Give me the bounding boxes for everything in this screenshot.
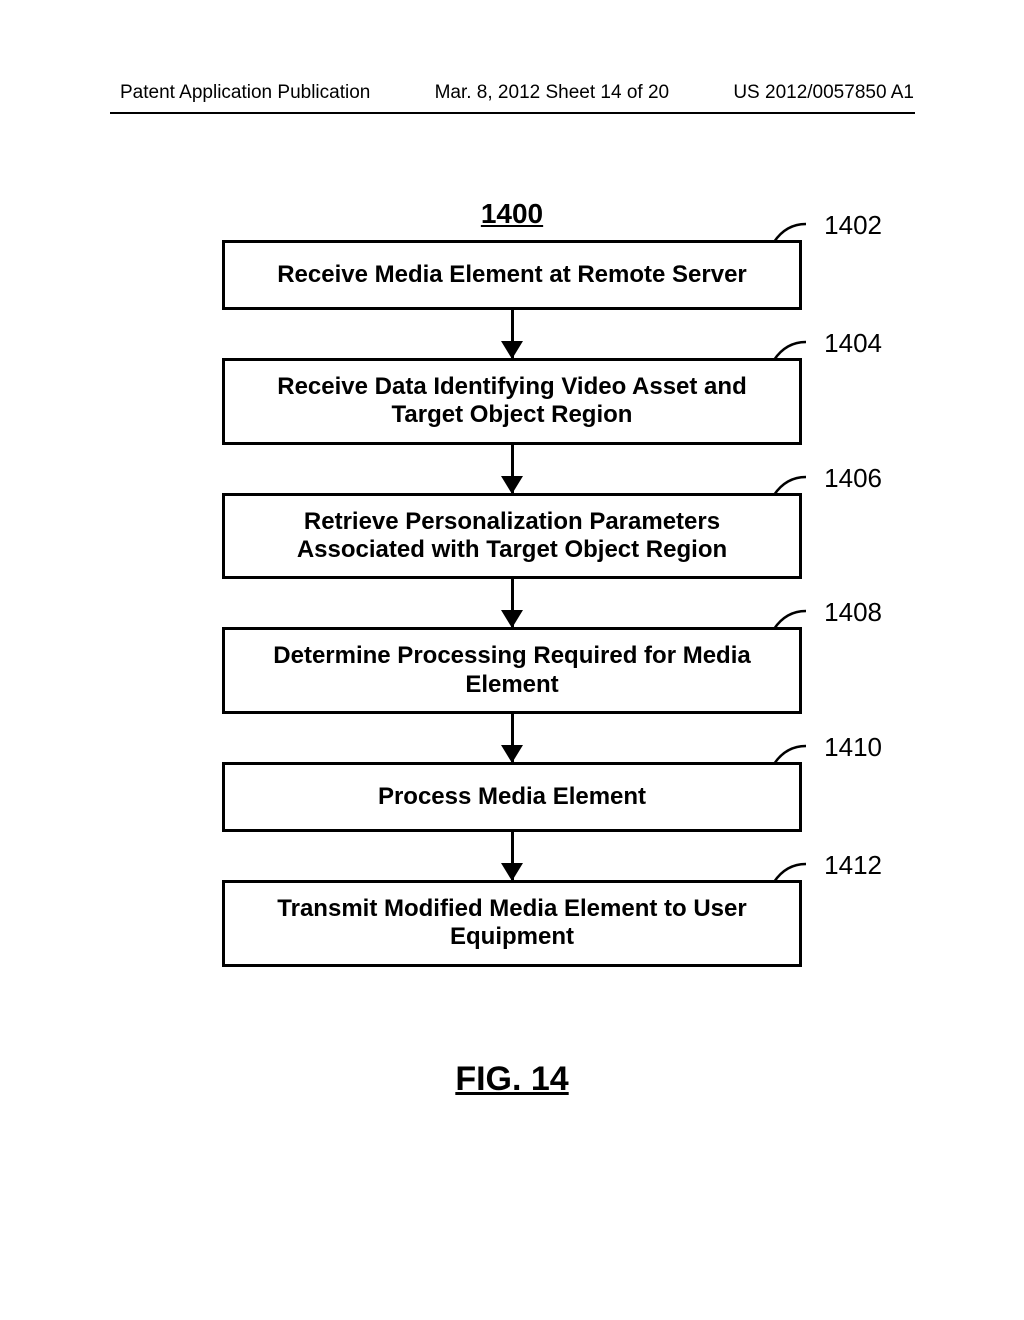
- flow-arrow-icon: [511, 714, 514, 762]
- step-ref-label: 1406: [824, 463, 882, 494]
- flow-step: 1408 Determine Processing Required for M…: [222, 627, 802, 714]
- header-left: Patent Application Publication: [120, 82, 370, 104]
- step-box: Receive Media Element at Remote Server: [222, 240, 802, 310]
- figure-caption: FIG. 14: [0, 1060, 1024, 1099]
- leader-hook-icon: [772, 340, 808, 362]
- flow-step: 1406 Retrieve Personalization Parameters…: [222, 493, 802, 580]
- step-ref-label: 1412: [824, 850, 882, 881]
- step-ref-label: 1408: [824, 597, 882, 628]
- page: Patent Application Publication Mar. 8, 2…: [0, 0, 1024, 1320]
- flow-arrow-icon: [511, 832, 514, 880]
- flow-arrow-icon: [511, 310, 514, 358]
- page-header: Patent Application Publication Mar. 8, 2…: [0, 82, 1024, 104]
- flow-arrow-icon: [511, 579, 514, 627]
- step-box: Determine Processing Required for Media …: [222, 627, 802, 714]
- header-right: US 2012/0057850 A1: [733, 82, 914, 104]
- leader-hook-icon: [772, 862, 808, 884]
- flow-arrow-icon: [511, 445, 514, 493]
- step-box: Transmit Modified Media Element to User …: [222, 880, 802, 967]
- flow-step: 1410 Process Media Element: [222, 762, 802, 832]
- flow-step: 1404 Receive Data Identifying Video Asse…: [222, 358, 802, 445]
- step-box: Retrieve Personalization Parameters Asso…: [222, 493, 802, 580]
- step-ref-label: 1410: [824, 732, 882, 763]
- step-box: Process Media Element: [222, 762, 802, 832]
- flowchart: 1402 Receive Media Element at Remote Ser…: [0, 240, 1024, 967]
- flow-step: 1402 Receive Media Element at Remote Ser…: [222, 240, 802, 310]
- step-ref-label: 1402: [824, 210, 882, 241]
- step-ref-label: 1404: [824, 328, 882, 359]
- leader-hook-icon: [772, 744, 808, 766]
- step-box: Receive Data Identifying Video Asset and…: [222, 358, 802, 445]
- leader-hook-icon: [772, 609, 808, 631]
- leader-hook-icon: [772, 475, 808, 497]
- leader-hook-icon: [772, 222, 808, 244]
- flow-step: 1412 Transmit Modified Media Element to …: [222, 880, 802, 967]
- header-center: Mar. 8, 2012 Sheet 14 of 20: [435, 82, 670, 104]
- header-rule: [110, 112, 915, 114]
